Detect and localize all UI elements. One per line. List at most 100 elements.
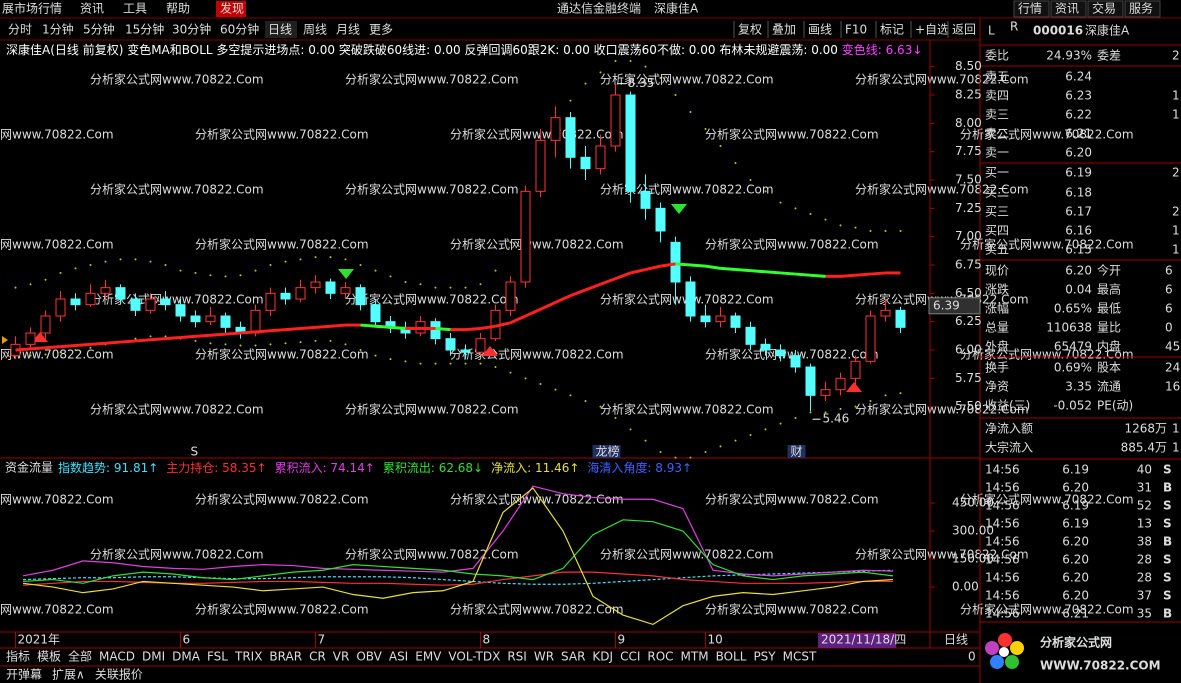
date-box: [818, 633, 896, 648]
boll-lower: [809, 411, 812, 414]
indicator-tab[interactable]: SAR: [561, 650, 585, 664]
candle-body: [880, 309, 891, 317]
candle-body: [25, 332, 36, 345]
indicator-tab[interactable]: MTM: [681, 650, 709, 664]
toolbar-button[interactable]: 复权: [738, 23, 762, 37]
indicator-tab[interactable]: BOLL: [716, 650, 747, 664]
boll-lower: [854, 405, 857, 408]
menu-button[interactable]: 资讯: [1055, 2, 1079, 16]
cursor-box: [928, 297, 981, 315]
period-tab[interactable]: 15分钟: [125, 22, 164, 37]
event-label: 财: [791, 445, 803, 459]
indicator-tab[interactable]: OBV: [356, 650, 382, 664]
indicator-tab[interactable]: WR: [534, 650, 554, 664]
ma-segment: [509, 314, 527, 325]
watermark: 分析家公式网www.70822.Com: [0, 492, 114, 507]
indicator-tab[interactable]: CR: [309, 650, 326, 664]
stat-label: 股本: [1097, 361, 1121, 375]
candle-body: [460, 349, 471, 353]
candle-body: [565, 117, 576, 158]
indicator-tab[interactable]: MCST: [783, 650, 817, 664]
book-label: 卖四: [985, 89, 1009, 103]
toolbar-button[interactable]: 画线: [808, 23, 832, 37]
period-tab[interactable]: 1分钟: [42, 22, 74, 37]
tick-price: 6.20: [1062, 589, 1089, 603]
indicator-tab[interactable]: VOL-TDX: [448, 650, 500, 664]
toolbar-button[interactable]: 叠加: [772, 23, 796, 37]
period-tab[interactable]: 月线: [336, 23, 360, 37]
indicator-tab[interactable]: CCI: [620, 650, 640, 664]
stat-label: 收益(三): [985, 399, 1030, 413]
menu-highlight[interactable]: 发现: [220, 1, 244, 16]
period-tab[interactable]: 分时: [8, 23, 32, 37]
tick-side: S: [1163, 499, 1172, 513]
menu-button[interactable]: 服务: [1129, 1, 1153, 16]
stat-label: 今开: [1097, 263, 1121, 278]
indicator-tab[interactable]: EMV: [415, 650, 442, 664]
indicator-tab[interactable]: 指标: [6, 649, 30, 664]
ma-segment: [240, 330, 256, 335]
bottom-link[interactable]: 扩展∧: [52, 668, 85, 682]
indicator-tab[interactable]: DMA: [172, 650, 201, 664]
indicator-tab[interactable]: VR: [333, 650, 350, 664]
stat-label: 涨跌: [985, 282, 1009, 297]
indicator-tab[interactable]: PSY: [753, 650, 776, 664]
subtitle-part: 收口震荡60不做: 0.00: [594, 42, 720, 57]
menu-item[interactable]: 工具: [123, 2, 147, 16]
menu-button[interactable]: 行情: [1018, 2, 1042, 16]
ma-segment: [870, 271, 886, 276]
boll-lower: [554, 388, 557, 391]
toolbar-button[interactable]: 标记: [880, 23, 904, 37]
indicator-tab[interactable]: TRIX: [234, 650, 262, 664]
toolbar-button[interactable]: 返回: [952, 23, 976, 37]
y-tick-label: 5.50: [955, 399, 982, 413]
indicator-tab[interactable]: ASI: [389, 650, 408, 664]
ma-segment: [30, 346, 46, 351]
indicator-tab[interactable]: MACD: [99, 650, 135, 664]
indicator-tab[interactable]: 全部: [68, 649, 92, 664]
boll-upper: [704, 128, 707, 130]
y-tick-label: 5.75: [955, 371, 982, 385]
tick-side: S: [1163, 517, 1172, 531]
period-tab[interactable]: 5分钟: [83, 22, 115, 37]
boll-upper: [194, 271, 197, 274]
bottom-link[interactable]: 开弹幕: [6, 668, 42, 682]
indicator-tab[interactable]: DMI: [142, 650, 165, 664]
ma-segment: [539, 301, 557, 311]
period-tab[interactable]: 60分钟: [220, 22, 259, 37]
ma-segment: [554, 294, 572, 304]
y-tick-label: 8.50: [955, 59, 982, 73]
stat-label: 内盘: [1097, 339, 1121, 354]
period-tab[interactable]: 更多: [369, 23, 393, 37]
period-tab[interactable]: 日线: [268, 23, 292, 37]
menu-item[interactable]: 资讯: [80, 2, 104, 16]
period-tab[interactable]: 30分钟: [172, 22, 211, 37]
menu-button[interactable]: 交易: [1092, 1, 1116, 16]
period-tab[interactable]: 周线: [303, 23, 327, 37]
tick-time: 14:56: [985, 589, 1020, 603]
tick-volume: 28: [1137, 553, 1152, 567]
tick-time: 14:56: [985, 463, 1020, 477]
indicator-tab[interactable]: 模板: [37, 650, 61, 664]
menu-item[interactable]: 帮助: [166, 2, 190, 16]
toolbar-button[interactable]: +自选: [915, 23, 949, 37]
boll-lower: [344, 343, 347, 346]
tick-time: 14:56: [985, 499, 1020, 513]
indicator-tab[interactable]: BRAR: [269, 650, 302, 664]
indicator-tab[interactable]: KDJ: [592, 650, 613, 664]
indicator-tab[interactable]: FSL: [207, 650, 228, 664]
boll-lower: [869, 400, 872, 402]
boll-lower: [749, 434, 752, 436]
toolbar-button[interactable]: F10: [845, 23, 867, 37]
indicator-tab[interactable]: RSI: [507, 650, 527, 664]
book-label: 卖一: [985, 146, 1009, 160]
menu-item[interactable]: 展市场行情: [2, 1, 62, 16]
bottom-link[interactable]: 关联报价: [95, 667, 143, 682]
ma-segment: [569, 288, 587, 298]
boll-lower: [254, 344, 257, 347]
stat-label: PE(动): [1097, 399, 1133, 413]
indicator-tab[interactable]: ROC: [647, 650, 673, 664]
boll-upper: [509, 241, 512, 244]
boll-upper: [344, 258, 347, 261]
